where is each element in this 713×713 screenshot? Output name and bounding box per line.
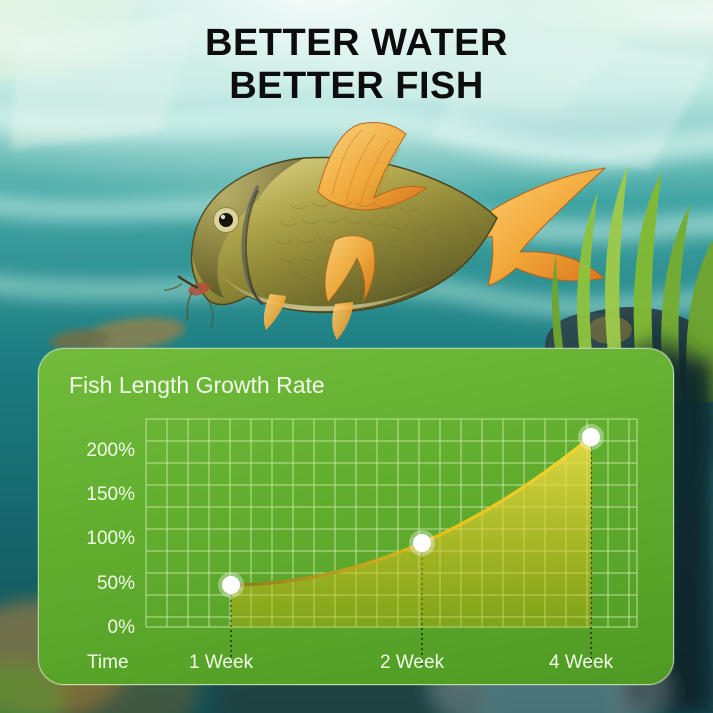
svg-text:1 Week: 1 Week [189,652,254,673]
svg-text:Time: Time [87,652,129,673]
svg-text:150%: 150% [86,484,135,505]
svg-text:0%: 0% [108,617,136,638]
svg-text:100%: 100% [86,528,135,549]
svg-text:4 Week: 4 Week [549,652,614,673]
svg-text:50%: 50% [97,573,135,594]
svg-text:200%: 200% [86,440,135,461]
svg-text:2 Week: 2 Week [380,652,445,673]
